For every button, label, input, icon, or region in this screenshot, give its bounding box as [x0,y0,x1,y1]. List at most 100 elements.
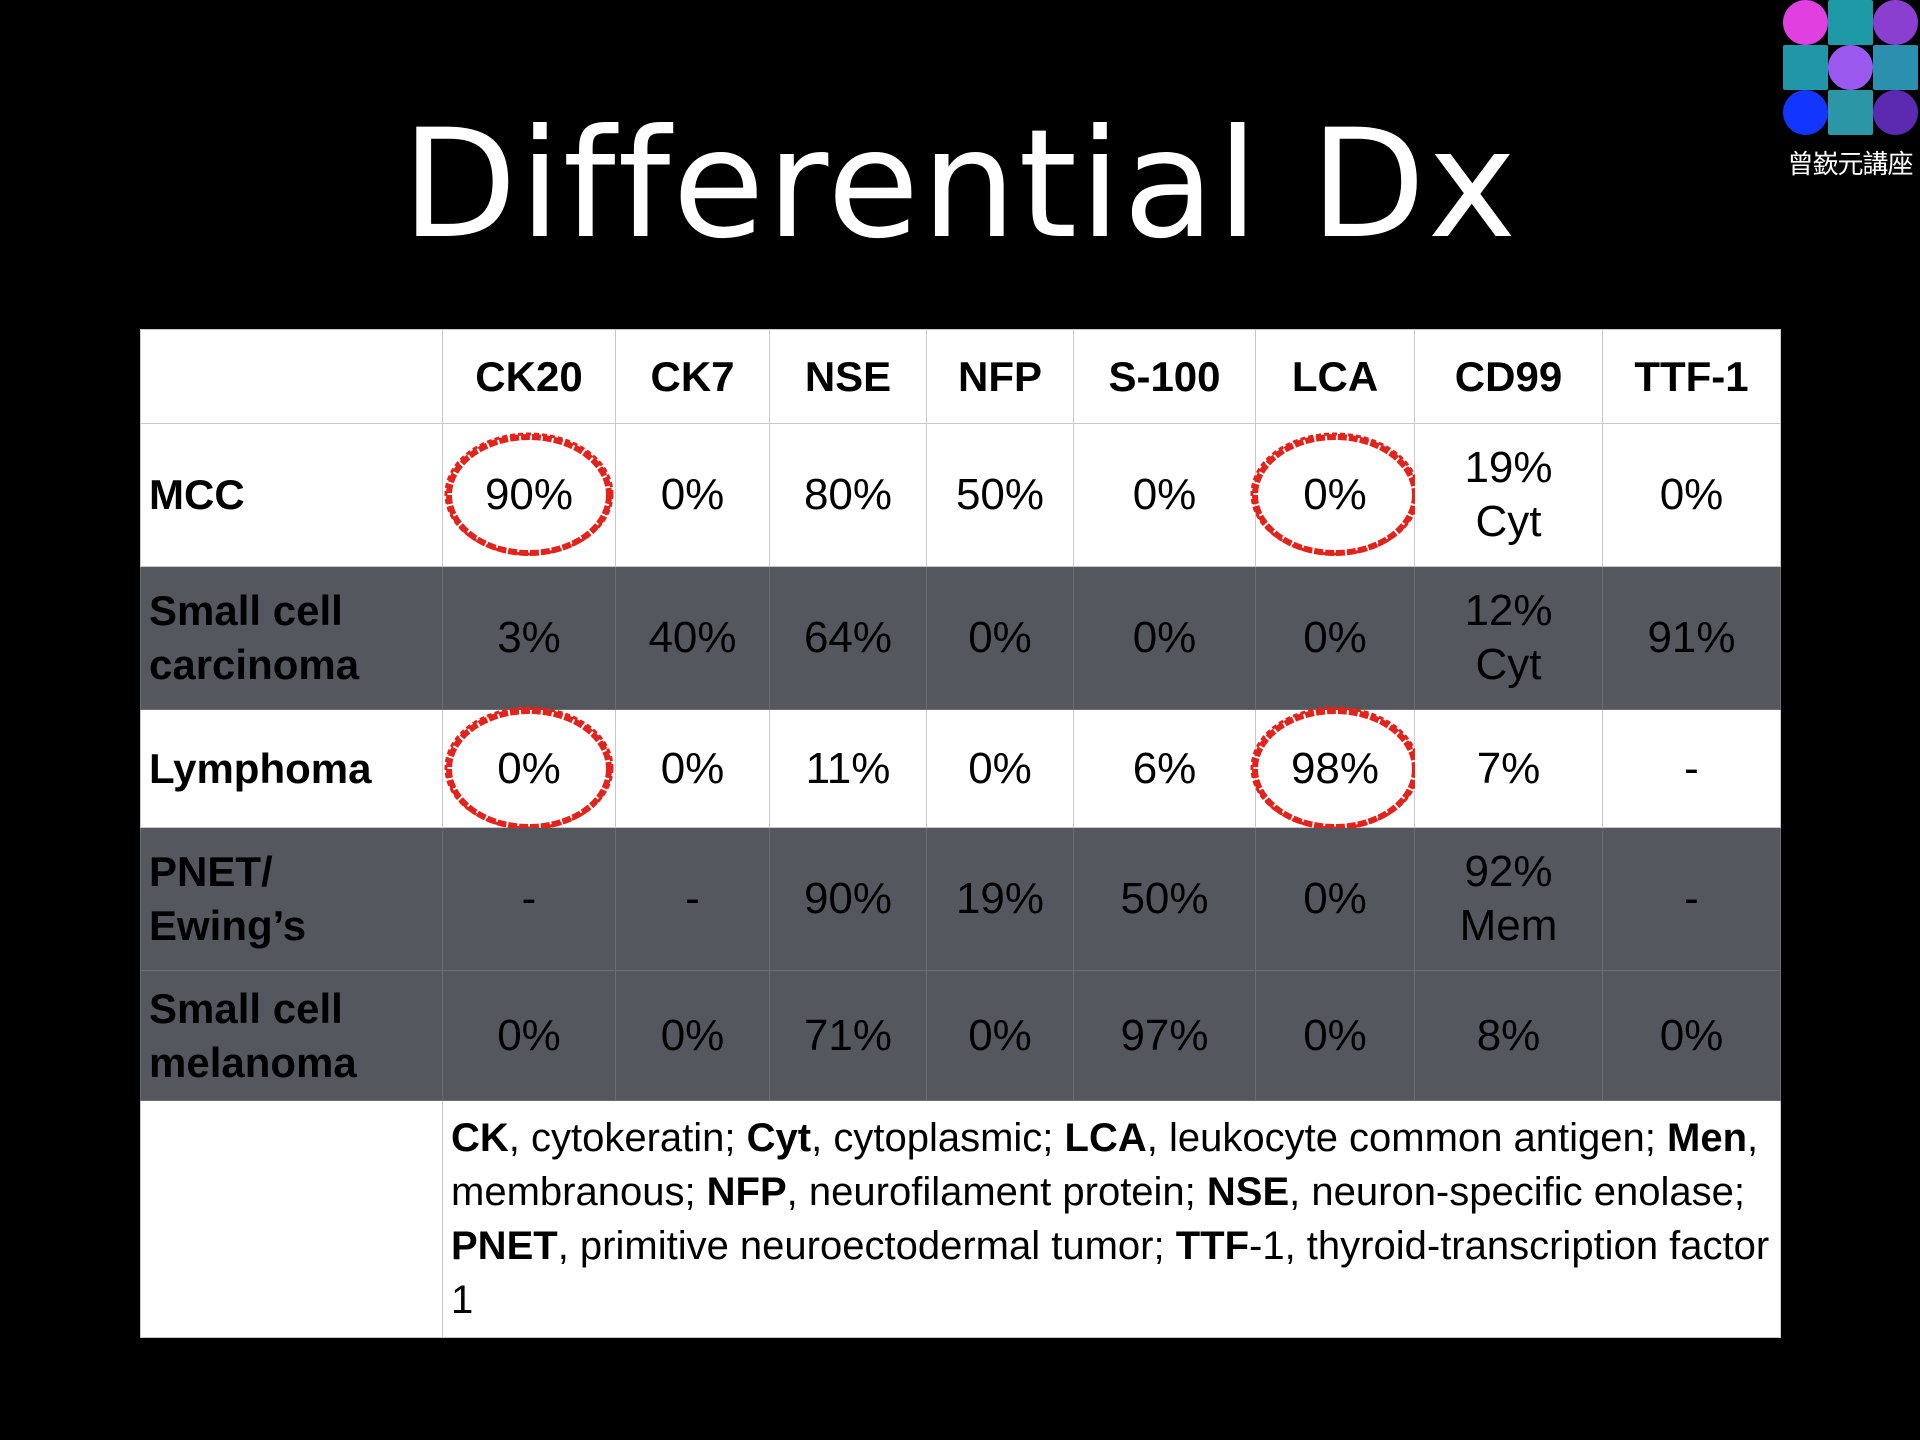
legend-abbreviation: LCA [1064,1116,1147,1160]
table-cell: 7% [1414,709,1603,828]
cell-value: 8% [1476,1010,1541,1060]
table-cell: 0% [926,709,1074,828]
logo-dot [1873,90,1918,135]
cell-value: 0% [968,613,1032,662]
table-cell: 40% [615,566,770,710]
cell-value: 0% [660,1010,725,1060]
cell-value: 91% [1647,613,1736,662]
row-label: Small cell melanoma [140,970,443,1101]
column-header: CK20 [442,329,616,424]
table-cell: 0% [926,970,1074,1101]
cell-value: 0% [968,1010,1032,1060]
legend-abbreviation: PNET [451,1224,558,1268]
legend-definition: , primitive neuroectodermal tumor; [557,1224,1176,1268]
column-header: LCA [1255,329,1415,424]
cell-value: 50% [1120,874,1209,923]
table-cell: 11% [769,709,927,828]
cell-value: 0% [1659,470,1724,519]
logo-dot [1783,45,1828,90]
cell-value: - [1684,743,1699,793]
row-label-line: Ewing’s [149,902,307,949]
table-cell: 0% [442,970,616,1101]
cell-value: 98% [1290,743,1380,793]
row-label-line: melanoma [149,1038,357,1086]
cell-value: 12% [1464,586,1553,635]
cell-value: Cyt [1475,640,1542,689]
cell-value: 50% [955,470,1045,519]
legend-definition: , membranous; [451,1116,1759,1214]
row-label: Lymphoma [140,709,443,828]
cell-value: - [521,874,537,923]
row-label-line: MCC [149,471,245,518]
row-label-line: Small cell [149,587,343,634]
table-cell: 0% [1602,423,1781,567]
logo-dot [1873,45,1918,90]
cell-value: 0% [1303,874,1367,923]
table-cell: 97% [1073,970,1256,1101]
cell-value: 64% [803,613,893,662]
row-label: Small cell carcinoma [140,566,443,710]
column-header: CD99 [1414,329,1603,424]
table-cell: 19% [926,827,1074,971]
logo-dot [1828,90,1873,135]
table-cell: 50% [926,423,1074,567]
table-cell: 71% [769,970,927,1101]
column-header: S-100 [1073,329,1256,424]
cell-value: 97% [1120,1010,1209,1060]
cell-value: 3% [497,613,561,662]
legend-definition: , cytoplasmic; [811,1116,1065,1160]
table-cell: - [615,827,770,971]
table-cell: 0% [1250,423,1420,567]
legend-definition: -1, thyroid-transcription factor 1 [451,1224,1770,1322]
column-header: NSE [769,329,927,424]
slide-title: Differential Dx [401,98,1519,272]
abbreviation-legend: CK, cytokeratin; Cyt, cytoplasmic; LCA, … [442,1100,1781,1338]
cell-value: 0% [497,1010,561,1060]
table-cell: 90% [442,423,616,567]
row-label: PNET/Ewing’s [140,827,443,971]
table-cell: 3% [442,566,616,710]
cell-value: 0% [660,743,725,793]
legend-abbreviation: NFP [706,1170,787,1214]
cell-value: 19% [1464,443,1553,492]
table-cell: 0% [1602,970,1781,1101]
logo-dot [1873,0,1918,45]
table-cell: 12% Cyt [1414,566,1603,710]
legend-row: CK, cytokeratin; Cyt, cytoplasmic; LCA, … [140,1100,1781,1338]
table-cell: 92% Mem [1414,827,1603,971]
cell-value: 90% [484,470,574,519]
table-row: Lymphoma 0% 0% 11% 0% 6% 98% 7% - [140,706,1781,830]
legend-definition: , cytokeratin; [508,1116,747,1160]
cell-value: 19% [955,874,1045,923]
column-header: CK7 [615,329,770,424]
logo-dot [1783,0,1828,45]
table-cell: 0% [615,970,770,1101]
cell-value: 92% [1464,847,1553,896]
table-row: MCC 90% 0% 80% 50% 0% 0% 19% Cyt 0% [140,423,1781,567]
cell-value: 0% [1132,613,1197,662]
table-cell: 80% [769,423,927,567]
table-cell: - [1602,827,1781,971]
cell-value: 6% [1132,743,1197,793]
table-row: Small cell melanoma 0% 0% 71% 0% 97% 0% 8% 0% [140,970,1781,1101]
cell-value: - [1684,874,1699,923]
cell-value: 0% [1303,470,1367,519]
legend-abbreviation: Cyt [746,1116,812,1160]
legend-blank-cell [140,1100,443,1338]
table-cell: 0% [926,566,1074,710]
logo-dot [1783,90,1828,135]
table-cell: 0% [1073,566,1256,710]
table-cell: 8% [1414,970,1603,1101]
cell-value: - [685,874,700,923]
table-cell: 19% Cyt [1414,423,1603,567]
logo-caption: 曾嶔元講座 [1787,150,1913,180]
row-label-line: Small cell [149,984,343,1032]
table-cell: 6% [1073,709,1256,828]
row-label-line: PNET/ [149,848,273,895]
legend-definition: , leukocyte common antigen; [1146,1116,1668,1160]
cell-value: 71% [803,1010,893,1060]
cell-value: 80% [803,470,893,519]
table-cell: 0% [1255,827,1415,971]
legend-definition: , neurofilament protein; [786,1170,1207,1214]
table-cell: 64% [769,566,927,710]
